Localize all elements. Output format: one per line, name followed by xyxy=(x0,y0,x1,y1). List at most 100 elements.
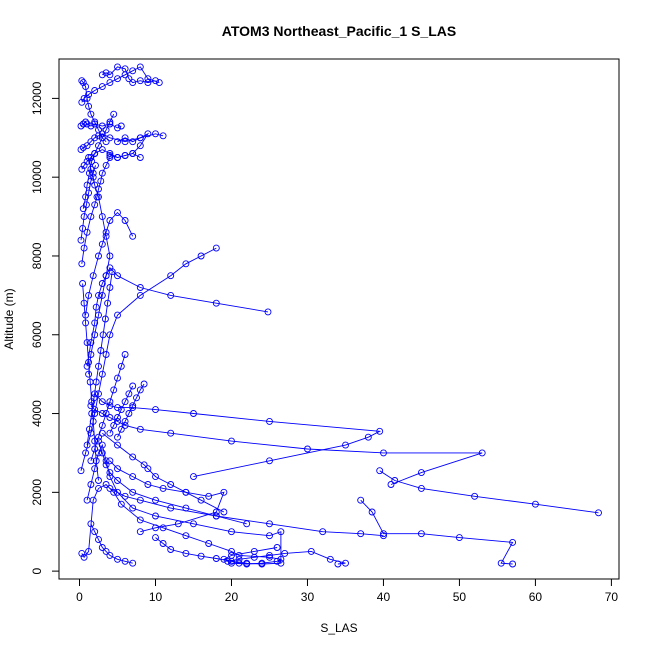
data-point xyxy=(152,77,159,85)
data-point xyxy=(98,291,106,299)
data-point xyxy=(85,91,93,98)
data-point xyxy=(88,157,96,165)
x-tick-label: 70 xyxy=(605,590,619,604)
data-point xyxy=(102,547,110,555)
data-point xyxy=(129,150,137,157)
data-point xyxy=(106,71,114,79)
x-tick-label: 50 xyxy=(453,590,467,604)
data-point xyxy=(152,406,159,414)
data-point xyxy=(133,394,140,402)
data-point xyxy=(98,544,106,551)
data-point xyxy=(197,496,205,504)
data-point xyxy=(78,549,86,557)
data-point xyxy=(102,161,110,169)
data-point xyxy=(228,528,235,536)
data-point xyxy=(125,410,133,417)
data-point xyxy=(97,177,105,185)
y-tick-label: 10000 xyxy=(30,160,44,194)
data-point xyxy=(106,150,114,157)
data-point xyxy=(92,161,99,169)
data-point xyxy=(98,146,106,154)
data-point xyxy=(136,516,144,524)
data-point xyxy=(98,441,106,449)
data-point xyxy=(82,319,90,327)
data-point xyxy=(106,473,114,481)
data-point xyxy=(121,65,129,73)
data-point xyxy=(136,154,144,161)
data-point xyxy=(129,402,137,410)
data-point xyxy=(228,557,235,565)
data-point xyxy=(91,528,99,536)
data-point xyxy=(87,339,95,347)
data-point xyxy=(91,150,99,157)
data-point xyxy=(364,433,372,441)
data-point xyxy=(258,560,266,568)
data-point xyxy=(167,291,175,299)
data-point xyxy=(91,465,99,473)
data-point xyxy=(117,406,125,414)
data-point xyxy=(144,79,152,87)
data-point xyxy=(129,473,137,481)
data-point xyxy=(106,398,114,406)
data-point xyxy=(277,528,285,536)
data-point xyxy=(85,189,93,197)
data-point xyxy=(87,457,95,465)
data-point xyxy=(95,252,102,260)
data-point xyxy=(95,390,102,398)
data-point xyxy=(197,552,205,560)
data-point xyxy=(88,410,96,417)
data-point xyxy=(106,134,114,142)
series-line-10 xyxy=(109,488,384,537)
data-point xyxy=(106,331,114,339)
data-point xyxy=(190,520,197,528)
data-point xyxy=(114,138,121,146)
data-point xyxy=(114,433,121,441)
data-point xyxy=(78,77,86,85)
data-point xyxy=(304,445,311,453)
data-point xyxy=(98,421,106,429)
data-point xyxy=(121,398,129,406)
data-point xyxy=(228,559,235,567)
data-point xyxy=(83,120,91,128)
data-point xyxy=(110,386,118,394)
data-point xyxy=(91,134,99,142)
data-point xyxy=(82,201,90,209)
data-point xyxy=(95,291,102,299)
data-point xyxy=(266,551,273,559)
x-tick-label: 20 xyxy=(225,590,239,604)
y-axis-label: Altitude (m) xyxy=(2,288,16,349)
data-point xyxy=(129,138,137,146)
x-axis-label: S_LAS xyxy=(320,621,357,635)
data-point xyxy=(368,508,376,516)
data-point xyxy=(155,79,163,87)
data-point xyxy=(273,544,281,551)
data-point xyxy=(281,549,289,557)
data-point xyxy=(152,130,159,138)
data-point xyxy=(87,177,95,185)
data-point xyxy=(86,378,94,386)
data-point xyxy=(106,79,114,87)
data-point xyxy=(106,252,114,260)
data-point xyxy=(106,469,114,477)
data-point xyxy=(121,134,129,142)
data-point xyxy=(220,508,228,516)
data-point xyxy=(106,154,114,161)
data-point xyxy=(342,441,349,449)
data-point xyxy=(136,63,144,71)
data-point xyxy=(114,124,121,132)
data-point xyxy=(357,496,365,504)
data-point xyxy=(152,534,159,542)
data-point xyxy=(144,130,152,138)
data-point xyxy=(167,272,175,280)
y-tick-label: 8000 xyxy=(30,242,44,269)
data-point xyxy=(98,213,106,221)
data-point xyxy=(106,429,114,437)
data-point xyxy=(104,299,112,307)
data-point xyxy=(114,555,121,563)
data-point xyxy=(129,232,137,240)
series-line-30 xyxy=(80,165,96,241)
y-tick-label: 4000 xyxy=(30,400,44,427)
data-point xyxy=(102,272,110,280)
data-point xyxy=(98,134,106,142)
